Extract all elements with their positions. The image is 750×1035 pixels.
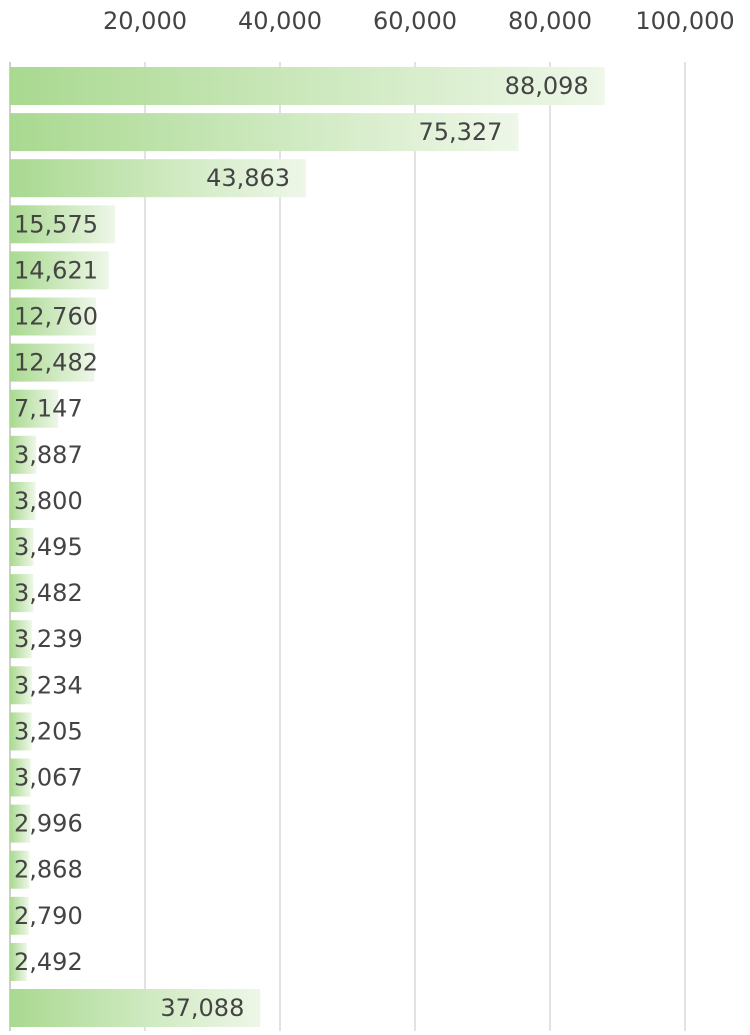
data-label: 2,868 [14, 856, 83, 884]
bar [10, 343, 95, 382]
bar [10, 159, 307, 198]
bar [10, 528, 34, 566]
bar [10, 758, 31, 797]
bar [10, 435, 37, 474]
bar [10, 113, 519, 152]
x-tick-label: 100,000 [635, 7, 734, 35]
data-label: 15,575 [14, 210, 98, 238]
x-tick-label: 80,000 [508, 7, 592, 35]
bar [10, 389, 59, 428]
bar [10, 205, 116, 244]
bar [10, 942, 27, 981]
data-label: 3,234 [14, 671, 83, 699]
bar [10, 666, 32, 705]
bar [10, 850, 30, 889]
bar [10, 67, 605, 105]
data-label: 88,098 [505, 72, 589, 100]
bar [10, 481, 36, 520]
data-label: 14,621 [14, 256, 98, 284]
bar [10, 574, 34, 613]
bar [10, 896, 29, 935]
data-label: 3,239 [14, 625, 83, 653]
data-label: 12,482 [14, 349, 98, 377]
data-label: 12,760 [14, 303, 98, 331]
bar [10, 251, 109, 290]
x-tick-label: 20,000 [103, 7, 187, 35]
data-label: 3,067 [14, 764, 83, 792]
bar [10, 804, 31, 843]
data-label: 2,492 [14, 948, 83, 976]
x-tick-label: 40,000 [238, 7, 322, 35]
data-label: 2,996 [14, 810, 83, 838]
data-label: 3,205 [14, 717, 83, 745]
bar [10, 297, 97, 336]
data-label: 2,790 [14, 902, 83, 930]
data-label: 3,495 [14, 533, 83, 561]
data-label: 37,088 [160, 994, 244, 1022]
bar [10, 620, 32, 659]
data-label: 3,482 [14, 579, 83, 607]
data-label: 3,887 [14, 441, 83, 469]
bar [10, 989, 261, 1027]
data-label: 75,327 [418, 118, 502, 146]
bar [10, 712, 32, 751]
x-tick-label: 60,000 [373, 7, 457, 35]
data-label: 3,800 [14, 487, 83, 515]
data-label: 43,863 [206, 164, 290, 192]
data-label: 7,147 [14, 395, 83, 423]
